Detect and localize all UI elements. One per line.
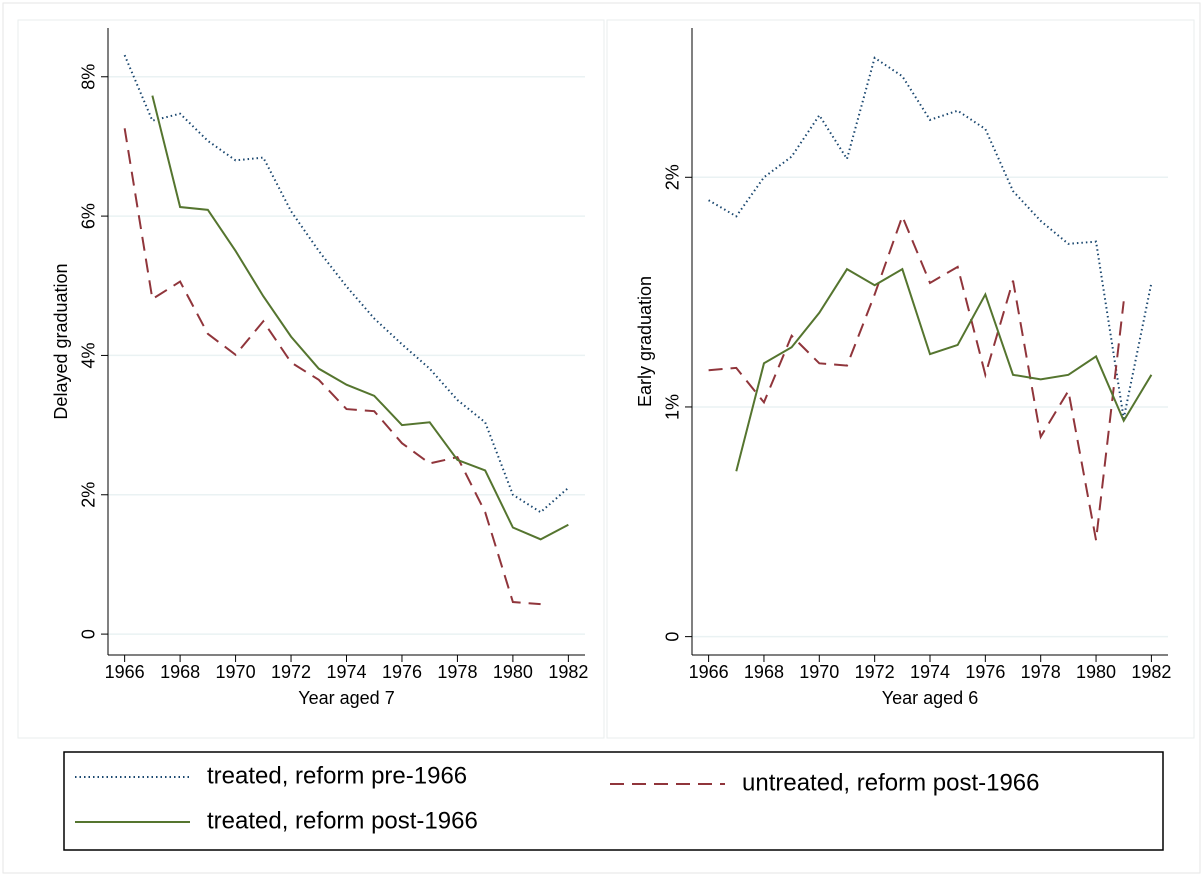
- series-line: [708, 213, 1125, 541]
- x-tick-label: 1982: [548, 662, 588, 682]
- x-tick-label: 1968: [744, 662, 784, 682]
- x-tick-label: 1978: [1021, 662, 1061, 682]
- x-tick-label: 1980: [493, 662, 533, 682]
- x-tick-label: 1970: [216, 662, 256, 682]
- y-tick-label: 2%: [79, 482, 99, 508]
- y-tick-label: 4%: [79, 342, 99, 368]
- x-axis-title: Year aged 6: [882, 688, 978, 708]
- y-tick-label: 8%: [79, 64, 99, 90]
- legend-box: [63, 751, 1164, 851]
- y-tick-label: 2%: [663, 164, 683, 190]
- y-tick-label: 1%: [663, 394, 683, 420]
- y-axis-title: Delayed graduation: [51, 263, 71, 419]
- y-tick-label: 0: [79, 629, 99, 639]
- x-tick-label: 1968: [160, 662, 200, 682]
- x-tick-label: 1974: [910, 662, 950, 682]
- series-line: [735, 267, 1153, 472]
- x-tick-label: 1970: [799, 662, 839, 682]
- x-tick-label: 1978: [437, 662, 477, 682]
- y-axis-title: Early graduation: [635, 276, 655, 407]
- y-tick-label: 0: [663, 632, 683, 642]
- series-line: [151, 95, 569, 541]
- panel-frame: [17, 19, 605, 739]
- panel-frame: [606, 19, 1195, 739]
- legend-label: untreated, reform post-1966: [742, 769, 1040, 796]
- x-tick-label: 1976: [382, 662, 422, 682]
- legend-label: treated, reform pre-1966: [207, 762, 467, 789]
- series-line: [123, 128, 541, 606]
- x-tick-label: 1974: [326, 662, 366, 682]
- series-line: [708, 56, 1153, 419]
- y-tick-label: 6%: [79, 203, 99, 229]
- x-tick-label: 1982: [1131, 662, 1171, 682]
- x-tick-label: 1966: [105, 662, 145, 682]
- legend-label: treated, reform post-1966: [207, 807, 478, 834]
- x-tick-label: 1972: [855, 662, 895, 682]
- x-tick-label: 1972: [271, 662, 311, 682]
- x-tick-label: 1976: [965, 662, 1005, 682]
- x-axis-title: Year aged 7: [298, 688, 394, 708]
- x-tick-label: 1966: [689, 662, 729, 682]
- x-tick-label: 1980: [1076, 662, 1116, 682]
